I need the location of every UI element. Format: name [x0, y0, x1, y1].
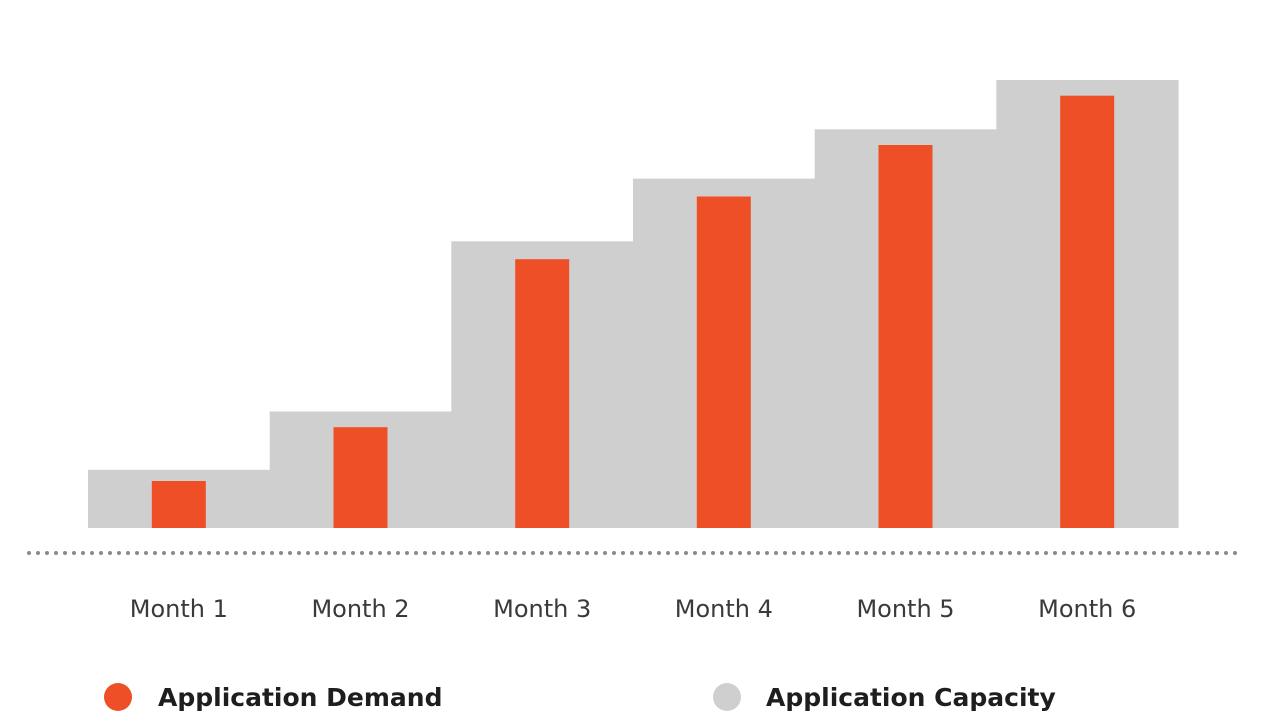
- legend-label-capacity: Application Capacity: [766, 683, 1056, 712]
- legend-label-demand: Application Demand: [158, 683, 443, 712]
- legend-swatch-demand: [104, 683, 132, 711]
- x-tick-label: Month 2: [311, 595, 409, 623]
- x-axis-tick-labels: Month 1 Month 2 Month 3 Month 4 Month 5 Month…: [130, 595, 1137, 623]
- demand-series: [151, 95, 1115, 528]
- capacity-series: [88, 80, 1179, 529]
- demand-bar: [1060, 95, 1115, 528]
- legend-item-demand: Application Demand: [104, 683, 443, 712]
- x-tick-label: Month 4: [675, 595, 773, 623]
- x-tick-label: Month 1: [130, 595, 228, 623]
- demand-bar: [878, 145, 933, 528]
- legend-item-capacity: Application Capacity: [713, 683, 1056, 712]
- demand-bar: [515, 259, 570, 528]
- x-tick-label: Month 3: [493, 595, 591, 623]
- legend: Application Demand Application Capacity: [104, 683, 1056, 712]
- legend-swatch-capacity: [713, 683, 741, 711]
- demand-bar: [333, 427, 388, 528]
- demand-bar: [151, 481, 206, 528]
- demand-bar: [696, 196, 751, 528]
- x-tick-label: Month 6: [1038, 595, 1136, 623]
- x-tick-label: Month 5: [856, 595, 954, 623]
